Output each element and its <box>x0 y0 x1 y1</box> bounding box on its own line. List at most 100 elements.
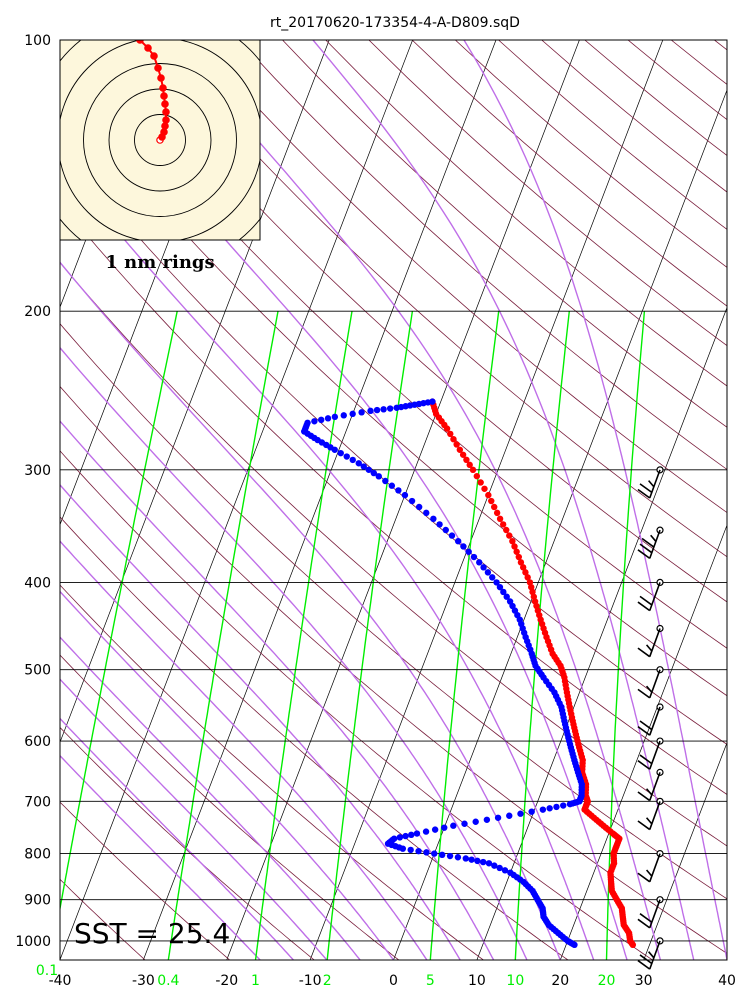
isotherm-line <box>309 40 664 960</box>
dewpoint-point <box>438 851 446 859</box>
wind-barb-staff <box>648 469 661 499</box>
wind-barb-flag <box>645 644 653 652</box>
moist-adiabat-line <box>60 590 395 960</box>
wind-barb-flag <box>637 549 651 559</box>
range-ring <box>83 63 237 217</box>
dry-adiabat-line <box>60 202 727 795</box>
temperature-point <box>511 543 518 550</box>
isotherm-line <box>226 40 580 960</box>
wind-barb <box>637 466 664 499</box>
hodograph-inset: 1 nm rings <box>59 39 261 273</box>
dry-adiabat-line <box>60 261 727 847</box>
hodograph-point <box>144 44 152 52</box>
dewpoint-point <box>423 849 430 856</box>
dry-adiabat-line <box>714 40 727 51</box>
dewpoint-point <box>500 588 507 596</box>
hodograph-point <box>161 100 169 108</box>
dewpoint-point <box>367 407 374 415</box>
dewpoint-point <box>517 810 524 817</box>
mixing-ratio-tick-label: 1 <box>251 973 260 989</box>
dewpoint-point <box>546 805 553 812</box>
x-tick-label: 40 <box>718 973 736 989</box>
wind-barb <box>637 937 664 970</box>
wind-barbs <box>637 466 664 970</box>
moist-adiabat-line <box>463 40 727 960</box>
dry-adiabat-line <box>60 516 569 960</box>
dewpoint-point <box>496 864 503 872</box>
wind-barb <box>637 768 664 802</box>
mixing-ratio-line <box>167 311 279 960</box>
dry-adiabat-line <box>541 40 727 193</box>
x-tick-label: -30 <box>132 973 155 989</box>
hodograph-point <box>136 40 144 44</box>
hodograph-point <box>161 122 169 130</box>
wind-barb-flag <box>637 601 651 612</box>
dewpoint-point <box>461 820 468 827</box>
x-tick-label: 10 <box>468 973 486 989</box>
isotherm-line <box>643 741 727 960</box>
dewpoint-point <box>375 473 382 480</box>
dewpoint-point <box>373 406 381 414</box>
dewpoint-point <box>390 835 398 842</box>
temperature-point <box>515 553 522 561</box>
moist-adiabat-line <box>60 678 328 960</box>
temperature-point <box>491 503 498 511</box>
wind-barb-flag <box>639 754 653 765</box>
hodograph-point <box>162 116 170 124</box>
dewpoint-point <box>507 869 514 876</box>
temperature-point <box>499 521 507 528</box>
mixing-ratio-line <box>429 311 500 960</box>
dewpoint-point <box>402 832 409 840</box>
wind-barb-flag <box>650 534 657 542</box>
dry-adiabat-line <box>60 86 727 697</box>
y-tick-label: 700 <box>24 794 51 810</box>
temperature-point <box>496 515 504 523</box>
wind-barb <box>637 896 664 929</box>
moist-adiabat-line <box>60 483 461 960</box>
wind-barb-flag <box>648 951 655 959</box>
dry-adiabat-line <box>60 323 727 900</box>
dewpoint-point <box>324 415 332 422</box>
mixing-ratio-tick-label: 10 <box>506 973 524 989</box>
mixing-ratio-tick-label: 5 <box>426 973 435 989</box>
temperature-point <box>493 509 501 517</box>
wind-barb-flag <box>639 913 653 923</box>
x-tick-label: 30 <box>635 973 653 989</box>
wind-barb <box>637 666 664 699</box>
temperature-point <box>459 451 467 458</box>
dry-adiabat-line <box>368 40 727 347</box>
dewpoint-point <box>462 855 469 862</box>
sounding-traces <box>301 398 637 949</box>
dewpoint-point <box>485 860 493 867</box>
dewpoint-point <box>496 583 504 591</box>
wind-barb-flag <box>645 869 653 877</box>
temperature-point <box>509 537 516 545</box>
dewpoint-point <box>483 816 491 823</box>
moist-adiabat-line <box>312 40 695 960</box>
y-tick-label: 1000 <box>15 934 51 950</box>
dry-adiabat-line <box>60 450 653 960</box>
moist-adiabat-line <box>171 40 662 960</box>
dry-adiabat-line <box>66 40 727 649</box>
dewpoint-point <box>450 822 457 829</box>
dewpoint-point <box>491 862 498 869</box>
plot-frame <box>59 39 728 961</box>
dewpoint-point <box>422 828 430 835</box>
x-tick-label: -10 <box>299 973 322 989</box>
temperature-point <box>513 548 520 555</box>
dry-adiabat-line <box>498 40 727 230</box>
moist-adiabat-line <box>60 717 294 960</box>
temperature-point <box>469 466 477 474</box>
dewpoint-point <box>436 521 443 528</box>
dry-adiabat-line <box>60 801 230 960</box>
dewpoint-point <box>408 497 416 505</box>
wind-barb-flag <box>637 872 651 883</box>
mixing-ratio-line <box>605 311 646 960</box>
dewpoint-point <box>442 526 449 534</box>
dewpoint-point <box>470 553 478 561</box>
dewpoint-point <box>370 469 377 477</box>
x-tick-label: -20 <box>215 973 238 989</box>
wind-barb-staff <box>648 706 661 736</box>
